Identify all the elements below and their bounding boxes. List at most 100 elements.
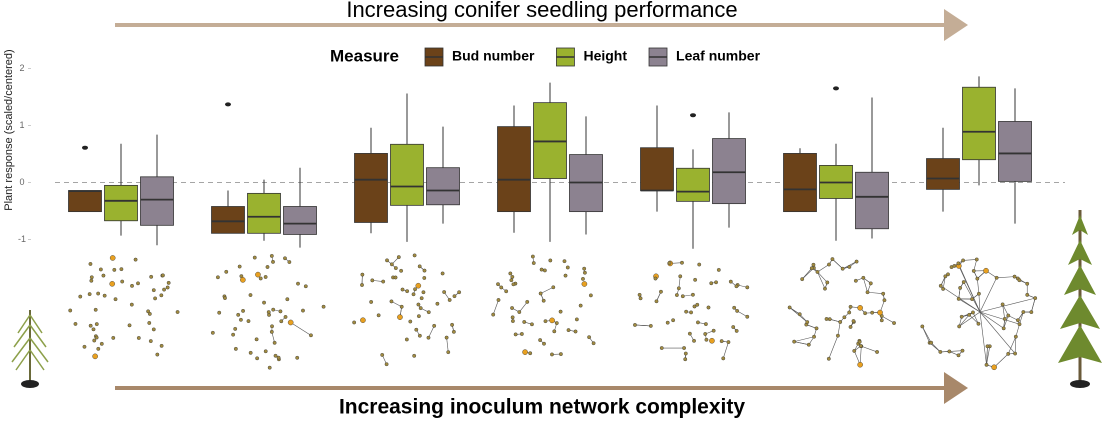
network-node xyxy=(496,298,501,302)
network-node xyxy=(732,305,737,310)
network-node xyxy=(958,286,963,290)
network-node xyxy=(109,281,115,287)
network-node xyxy=(267,365,272,370)
network-node xyxy=(826,356,831,361)
network-node xyxy=(120,279,125,284)
network-node xyxy=(857,361,863,368)
network-node xyxy=(255,356,260,361)
network-node xyxy=(792,339,797,344)
network-node xyxy=(836,333,840,338)
network-edge xyxy=(817,264,830,273)
network-node xyxy=(452,294,457,299)
box xyxy=(926,158,960,190)
network-node xyxy=(1025,292,1030,297)
network-edge xyxy=(1014,336,1017,354)
network-node xyxy=(404,337,409,342)
network xyxy=(633,260,750,362)
network-edge xyxy=(817,271,826,289)
network-node xyxy=(967,312,972,317)
network-node xyxy=(542,341,546,346)
network-node xyxy=(491,312,496,317)
network-node xyxy=(665,320,670,325)
network-node xyxy=(653,276,658,281)
y-tick-label: 1 xyxy=(19,120,24,130)
network-node xyxy=(241,308,245,313)
network-node xyxy=(683,357,688,362)
network-node xyxy=(296,281,300,286)
network-edge xyxy=(446,337,449,353)
network-node xyxy=(451,329,456,334)
network-node xyxy=(711,328,716,333)
network-edge xyxy=(428,325,435,338)
network-node xyxy=(509,278,514,283)
network-node xyxy=(827,262,831,267)
network-edge xyxy=(881,315,895,324)
network-node xyxy=(426,335,431,340)
network-node xyxy=(956,353,961,358)
network-node xyxy=(130,283,134,288)
network-edge xyxy=(540,287,554,294)
network-edge xyxy=(959,311,981,327)
network-node xyxy=(1033,296,1038,301)
box xyxy=(104,184,138,222)
network-node xyxy=(165,285,170,290)
network-node xyxy=(578,303,583,308)
network-node xyxy=(446,350,451,355)
network-node xyxy=(704,337,709,342)
network-node xyxy=(1021,310,1026,314)
network-node xyxy=(522,349,528,355)
network-node xyxy=(848,325,853,329)
network-edge xyxy=(863,277,868,293)
outlier xyxy=(225,102,231,107)
network-node xyxy=(96,291,101,296)
network-node xyxy=(276,355,281,360)
network-edge xyxy=(1031,298,1036,313)
network-edge xyxy=(986,346,991,365)
network-node xyxy=(637,292,642,297)
chart-title: Increasing conifer seedling performance xyxy=(346,0,737,22)
network-node xyxy=(558,309,563,314)
network-edge xyxy=(969,314,979,324)
network-edge xyxy=(972,312,979,324)
network-node xyxy=(266,310,271,315)
network-node xyxy=(861,275,866,280)
outlier xyxy=(82,145,88,150)
network-node xyxy=(369,300,374,304)
network-node xyxy=(877,309,883,316)
network-node xyxy=(96,346,101,351)
network-node xyxy=(393,266,398,271)
network-edge xyxy=(492,299,499,315)
network-node xyxy=(539,267,544,272)
network-node xyxy=(565,265,570,270)
network-edge xyxy=(958,263,981,313)
network-edge xyxy=(794,341,809,346)
network-edge xyxy=(722,342,729,359)
network-node xyxy=(566,328,571,333)
network-node xyxy=(442,290,447,294)
network-node xyxy=(800,277,805,282)
network-node xyxy=(994,275,999,280)
network-node xyxy=(714,280,718,285)
network-node xyxy=(1000,302,1005,307)
network-node xyxy=(1006,313,1011,318)
network-node xyxy=(852,349,857,353)
network-node xyxy=(848,304,853,309)
network-node xyxy=(88,323,93,328)
large-seedling xyxy=(1058,210,1102,388)
outlier xyxy=(833,86,839,91)
network-node xyxy=(858,344,863,348)
network-node xyxy=(399,304,404,309)
network-node xyxy=(587,335,592,340)
network-node xyxy=(682,346,686,350)
network-node xyxy=(838,320,843,324)
network-node xyxy=(671,318,676,323)
box xyxy=(962,86,996,161)
network-node xyxy=(513,332,518,337)
box xyxy=(855,171,889,230)
network-node xyxy=(519,332,524,336)
box xyxy=(712,138,746,205)
box xyxy=(676,167,710,202)
network-node xyxy=(851,319,856,323)
network-node xyxy=(272,340,277,345)
network-node xyxy=(240,277,246,283)
